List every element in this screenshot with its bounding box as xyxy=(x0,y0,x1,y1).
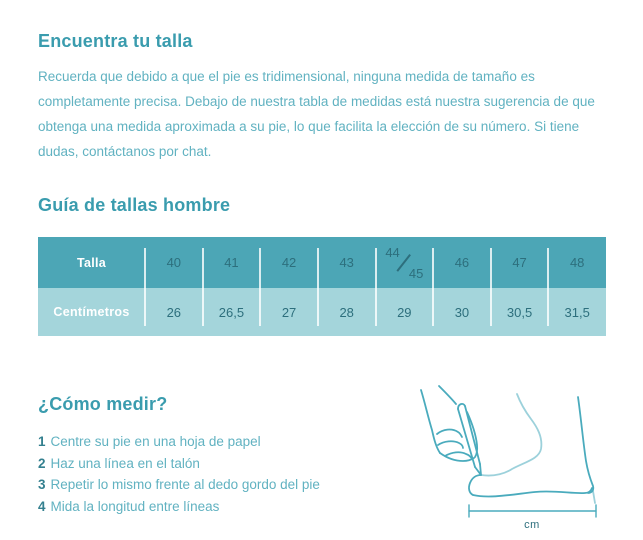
step-number: 2 xyxy=(38,455,46,471)
cm-label: cm xyxy=(524,519,540,531)
foot-illustration-svg: cm xyxy=(420,385,597,531)
cm-cell-26-5: 26,5 xyxy=(203,288,261,336)
step-text: Centre su pie en una hoja de papel xyxy=(50,434,261,449)
cm-cell-30: 30 xyxy=(433,288,492,336)
measure-step-1: 1 Centre su pie en una hoja de papel xyxy=(38,431,398,453)
intro-section: Encuentra tu talla Recuerda que debido a… xyxy=(38,31,613,164)
size-cell-40: 40 xyxy=(145,237,204,288)
size-cell-48: 48 xyxy=(569,255,585,270)
how-to-measure-title: ¿Cómo medir? xyxy=(38,394,168,414)
step-text: Mida la longitud entre líneas xyxy=(50,498,220,514)
size-cell-43: 43 xyxy=(318,237,377,288)
cm-cell-26: 26 xyxy=(145,288,204,336)
size-guide-title: Guía de tallas hombre xyxy=(38,195,231,215)
step-number: 1 xyxy=(38,434,46,449)
how-to-measure-section: ¿Cómo medir? 1 Centre su pie en una hoja … xyxy=(38,394,398,517)
find-your-size-title: Encuentra tu talla xyxy=(38,31,193,51)
cm-cell-28: 28 xyxy=(318,288,377,336)
centimeters-row: Centímetros 26 26,5 27 28 29 30 30,5 31,… xyxy=(38,288,606,336)
size-table: Talla 40 41 42 43 44 45 46 47 48 Centímet… xyxy=(38,237,606,336)
talla-row: Talla 40 41 42 43 44 45 46 47 48 xyxy=(38,237,606,288)
talla-row-label: Talla xyxy=(38,237,146,288)
split-size-cell: 44 45 xyxy=(385,244,424,281)
step-text: Haz una línea en el talón xyxy=(50,455,200,471)
pencil-top xyxy=(457,402,466,410)
size-cell-44-45: 44 45 xyxy=(376,237,434,288)
pencil-tip xyxy=(474,463,482,476)
size-cell-46: 46 xyxy=(433,237,492,288)
pencil-left-edge xyxy=(457,408,476,468)
measure-steps-list: 1 Centre su pie en una hoja de papel 2 Haz… xyxy=(38,431,398,517)
cm-cell-30-5: 30,5 xyxy=(491,288,549,336)
foot-drawing xyxy=(468,393,596,504)
measure-step-2: 2 Haz una línea en el talón xyxy=(38,453,398,475)
size-guide-section: Guía de tallas hombre Talla 40 41 42 43 … xyxy=(38,195,606,336)
intro-paragraph: Recuerda que debido a que el pie es trid… xyxy=(38,69,595,159)
measurement-line xyxy=(468,504,597,518)
cm-cell-29: 29 xyxy=(376,288,434,336)
hand-pencil-drawing xyxy=(420,385,482,476)
size-cell-42: 42 xyxy=(260,237,319,288)
measure-step-3: 3 Repetir lo mismo frente al dedo gordo d… xyxy=(38,474,398,496)
pencil-right-edge xyxy=(464,405,481,465)
size-cell-47: 47 xyxy=(491,237,549,288)
foot-measurement-illustration: cm xyxy=(405,383,620,533)
step-number: 4 xyxy=(38,498,46,514)
step-number: 3 xyxy=(38,477,46,492)
step-text: Repetir lo mismo frente al dedo gordo de… xyxy=(50,477,320,492)
centimeters-row-label: Centímetros xyxy=(38,288,146,336)
measure-step-4: 4 Mida la longitud entre líneas xyxy=(38,496,398,518)
cm-cell-31-5: 31,5 xyxy=(564,304,590,320)
size-cell-41: 41 xyxy=(203,237,261,288)
cm-cell-27: 27 xyxy=(260,288,319,336)
